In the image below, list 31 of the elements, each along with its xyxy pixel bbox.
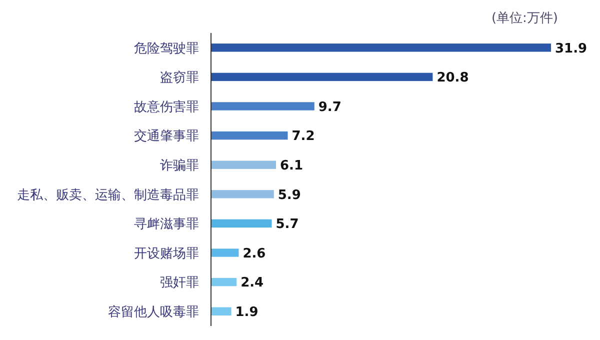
bar bbox=[211, 307, 232, 316]
data-label: 9.7 bbox=[318, 100, 342, 115]
data-label: 2.4 bbox=[240, 276, 264, 291]
bar bbox=[211, 72, 433, 82]
data-label: 7.2 bbox=[292, 129, 315, 144]
bar bbox=[211, 219, 272, 228]
bar bbox=[211, 248, 239, 257]
y-tick-label: 寻衅滋事罪 bbox=[134, 217, 199, 232]
y-tick-label: 交通肇事罪 bbox=[134, 128, 199, 144]
bar bbox=[211, 190, 274, 198]
data-label: 5.7 bbox=[276, 217, 299, 232]
data-label: 6.1 bbox=[280, 158, 304, 174]
y-tick-label: 盗窃罪 bbox=[160, 70, 199, 86]
y-tick-label: 强奸罪 bbox=[160, 276, 199, 291]
bar bbox=[211, 278, 237, 286]
bar bbox=[211, 44, 551, 52]
data-label: 1.9 bbox=[235, 305, 258, 320]
bar bbox=[211, 131, 288, 140]
y-tick-label: 诈骗罪 bbox=[160, 158, 199, 174]
text: (单位:万件) bbox=[491, 11, 558, 26]
bar bbox=[211, 160, 276, 169]
data-label: 5.9 bbox=[278, 188, 301, 203]
data-label: 2.6 bbox=[242, 246, 266, 262]
y-tick-label: 故意伤害罪 bbox=[134, 98, 199, 115]
data-label: 31.9 bbox=[555, 41, 588, 56]
data-label: 20.8 bbox=[436, 70, 469, 86]
bar bbox=[211, 102, 314, 110]
y-tick-label: 开设赌场罪 bbox=[134, 246, 199, 262]
y-tick-label: 容留他人吸毒罪 bbox=[108, 304, 199, 320]
y-tick-label: 危险驾驶罪 bbox=[134, 41, 199, 56]
y-tick-label: 走私、贩卖、运输、制造毒品罪 bbox=[17, 188, 199, 203]
